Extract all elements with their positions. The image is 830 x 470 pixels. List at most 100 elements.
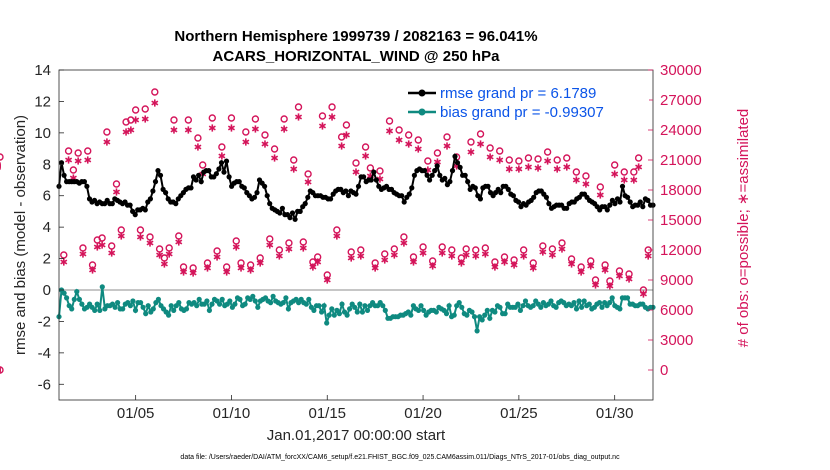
rmse-point [429, 172, 435, 178]
rmse-point [109, 201, 115, 207]
obs-possible-marker [610, 161, 619, 169]
obs-possible-marker [0, 366, 4, 374]
rmse-point [454, 160, 461, 166]
obs-assimilated-marker [429, 262, 437, 270]
bias-point [112, 304, 118, 310]
bias-point [474, 328, 480, 334]
obs-possible-marker [84, 147, 92, 155]
obs-possible-marker [127, 116, 135, 124]
obs-possible-marker [433, 149, 442, 157]
obs-possible-marker [227, 114, 236, 122]
bias-point [194, 303, 200, 309]
bias-point [609, 295, 615, 301]
obs-assimilated-marker [304, 178, 312, 186]
rmse-point [472, 185, 478, 191]
obs-assimilated-marker [132, 116, 140, 124]
x-tick-label: 01/25 [500, 405, 538, 422]
rmse-point [373, 177, 379, 183]
rmse-point [221, 169, 227, 175]
rmse-point [406, 191, 412, 197]
obs-possible-marker [64, 147, 73, 155]
obs-possible-marker [208, 114, 216, 122]
obs-assimilated-marker [352, 168, 360, 176]
legend: rmse grand pr = 6.1789 bias grand pr = -… [405, 81, 649, 123]
obs-assimilated-marker [500, 258, 509, 266]
obs-possible-marker [141, 105, 149, 113]
obs-possible-marker [199, 161, 207, 169]
obs-assimilated-marker [189, 269, 197, 277]
bias-point [497, 304, 503, 310]
obs-possible-marker [218, 143, 226, 151]
obs-assimilated-marker [84, 156, 92, 164]
bias-point [586, 301, 592, 307]
rmse-point [411, 172, 417, 178]
obs-possible-marker [414, 136, 422, 144]
bias-point [209, 301, 215, 307]
rmse-point [353, 191, 359, 197]
bias-point [79, 301, 85, 307]
y2-tick-label: 21000 [660, 152, 702, 169]
rmse-point [543, 194, 550, 200]
bias-point [285, 306, 291, 312]
obs-assimilated-marker [644, 252, 652, 260]
bias-point [145, 303, 151, 309]
obs-assimilated-marker [175, 238, 183, 246]
rmse-point [409, 185, 415, 191]
obs-assimilated-marker [481, 250, 489, 258]
rmse-point [368, 177, 374, 183]
y2-tick-label: 6000 [660, 302, 693, 319]
bias-point [115, 300, 121, 306]
obs-possible-marker [424, 157, 432, 165]
y2-tick-label: 3000 [660, 332, 693, 349]
bias-point [99, 284, 105, 290]
obs-possible-marker [184, 116, 193, 124]
rmse-point [254, 190, 260, 196]
y-axis-label: rmse and bias (model - observation) [12, 115, 29, 355]
bias-point [573, 306, 580, 312]
obs-assimilated-marker [170, 126, 178, 134]
obs-possible-marker [376, 167, 384, 175]
rmse-point [343, 188, 349, 194]
obs-assimilated-marker [409, 258, 418, 266]
obs-possible-marker [467, 138, 475, 146]
bias-point [581, 298, 587, 304]
chart-subtitle: ACARS_HORIZONTAL_WIND @ 250 hPa [213, 48, 501, 65]
bias-point [624, 295, 631, 301]
rmse-point [147, 196, 153, 202]
bias-point [380, 303, 386, 309]
rmse-point [617, 199, 623, 205]
rmse-point [465, 179, 471, 185]
rmse-point [564, 205, 570, 211]
obs-possible-marker [404, 131, 413, 139]
rmse-point [498, 190, 504, 196]
y2-tick-label: 9000 [660, 272, 693, 289]
y-tick-label: 12 [34, 93, 51, 110]
rmse-point [267, 201, 273, 207]
bias-point [553, 304, 559, 310]
rmse-point [226, 174, 232, 180]
rmse-point [457, 164, 463, 170]
obs-assimilated-marker [615, 272, 623, 280]
obs-possible-marker [112, 180, 121, 188]
bias-point [433, 309, 439, 315]
obs-possible-marker [385, 117, 394, 125]
rmse-point [437, 172, 443, 178]
y2-axis-label: # of obs: o=possible; ∗=assimilated [735, 109, 752, 348]
obs-assimilated-marker [266, 241, 274, 249]
obs-assimilated-marker [625, 275, 633, 283]
obs-assimilated-marker [232, 243, 240, 251]
legend-bias-marker [418, 108, 426, 116]
obs-assimilated-marker [275, 252, 283, 260]
bias-point [359, 309, 365, 315]
obs-assimilated-marker [524, 163, 532, 171]
obs-assimilated-marker [477, 140, 485, 148]
bias-point [61, 290, 67, 296]
bias-point [196, 296, 202, 302]
bias-point [571, 300, 577, 306]
obs-assimilated-marker [151, 99, 159, 107]
rmse-point [81, 179, 87, 185]
obs-assimilated-marker [117, 232, 125, 240]
obs-assimilated-marker [285, 245, 293, 253]
obs-possible-marker [515, 157, 523, 165]
y-tick-label: 8 [43, 156, 51, 173]
